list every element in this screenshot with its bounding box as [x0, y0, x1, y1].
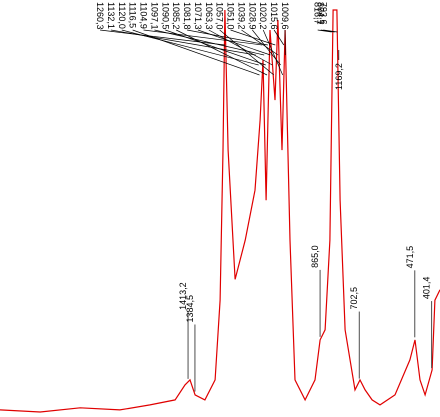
peak-label: 1009,6: [280, 2, 290, 30]
peak-label: 1028,9: [247, 2, 257, 30]
peak-label: 1116,5: [128, 2, 138, 28]
spectrum-line: [0, 9, 440, 413]
peak-label: 1020,2: [258, 2, 268, 30]
peak-label: 1090,5: [160, 2, 170, 30]
peak-label: 1260,3: [95, 2, 105, 30]
leader-line: [262, 29, 284, 76]
peak-label: 804,1: [316, 2, 326, 25]
leader-line: [99, 29, 225, 46]
leader-line: [165, 29, 266, 66]
leader-line: [143, 29, 263, 46]
peak-label: 1413,2: [178, 282, 188, 310]
peak-label: 1097,1: [149, 2, 159, 30]
peak-label: 865,0: [310, 245, 320, 268]
leader-line: [154, 29, 265, 56]
peak-label: 1132,1: [106, 2, 116, 29]
peak-label: 1169,2: [334, 63, 344, 90]
leader-line: [186, 29, 268, 46]
leader-line: [110, 29, 256, 56]
peak-label: 1085,2: [171, 2, 181, 30]
leader-line: [219, 29, 275, 76]
peak-label: 1120,0: [117, 2, 127, 29]
peak-label: 471,5: [405, 246, 415, 269]
leader-line: [320, 29, 335, 33]
peak-label: 1057,0: [215, 2, 225, 30]
peak-label: 1081,8: [182, 2, 192, 30]
peak-label: 1384,5: [185, 295, 195, 323]
peak-label: 793,6: [318, 2, 328, 25]
peak-label: 1039,2: [236, 2, 246, 30]
peak-label: 702,5: [349, 287, 359, 310]
leader-line: [132, 29, 260, 76]
peak-label: 1063,3: [204, 2, 214, 30]
leader-line: [197, 29, 271, 56]
leader-line: [317, 29, 332, 33]
leader-line: [176, 29, 268, 76]
peak-label: 401,4: [422, 277, 432, 300]
peak-label: 1015,6: [269, 2, 279, 30]
peak-label: 1104,9: [139, 2, 149, 29]
peak-label: 816,7: [313, 2, 323, 25]
peak-label: 1071,3: [193, 2, 203, 30]
leader-line: [121, 29, 259, 66]
leader-line: [273, 29, 285, 46]
peak-label: 1051,0: [226, 2, 236, 30]
leader-line: [323, 29, 338, 33]
